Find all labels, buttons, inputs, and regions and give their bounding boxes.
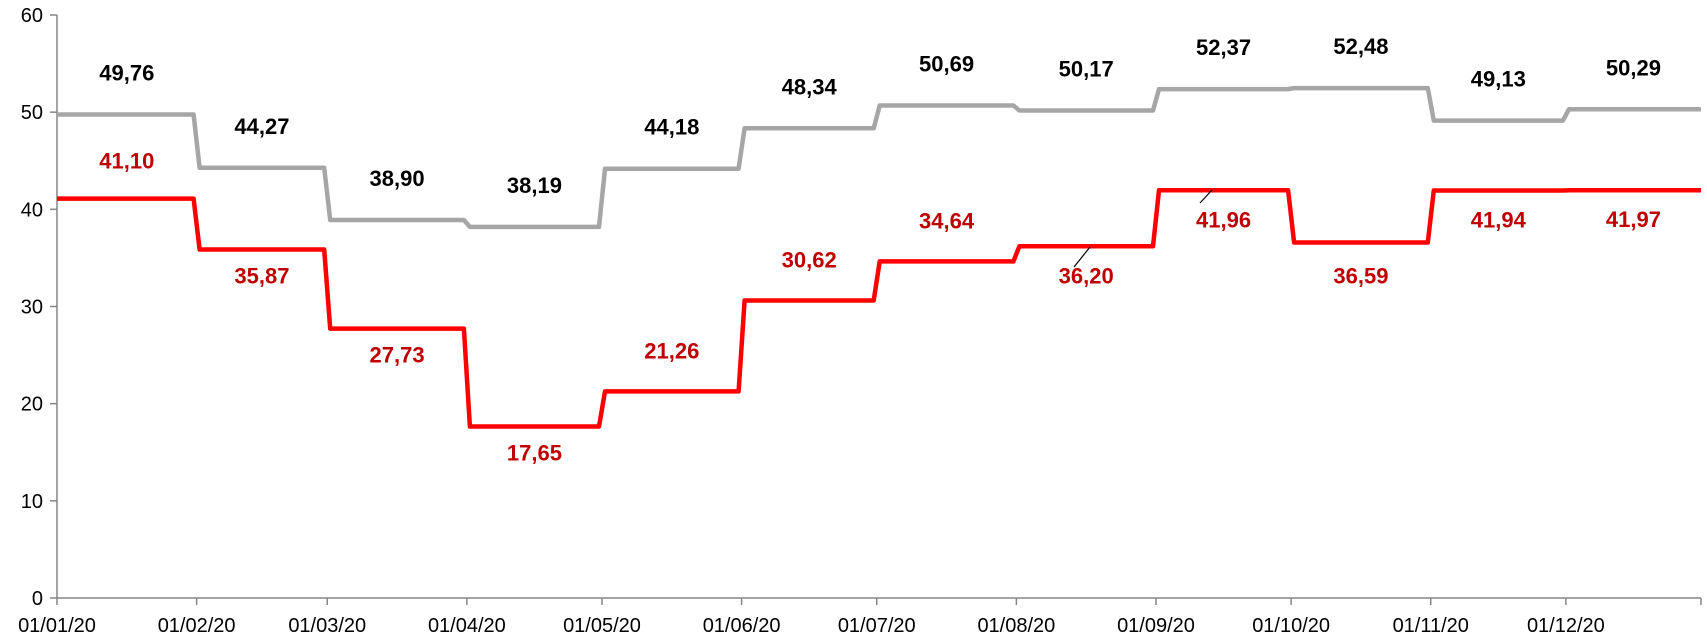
y-axis-ticks: 0 10 20 30 40 50 60 [21, 5, 57, 610]
x-tick-label: 01/07/20 [838, 615, 916, 637]
x-tick-label: 01/01/20 [18, 615, 96, 637]
data-label-series-1: 52,37 [1196, 35, 1251, 60]
x-tick-label: 01/08/20 [977, 615, 1055, 637]
data-label-series-1: 38,19 [507, 173, 562, 198]
series-line-2 [57, 187, 1701, 429]
data-label-series-2: 17,65 [507, 441, 562, 466]
series-lines [57, 85, 1701, 429]
y-tick-label: 0 [32, 588, 43, 610]
data-label-series-2: 35,87 [234, 263, 289, 288]
y-tick-label: 20 [21, 394, 43, 416]
data-label-series-2: 41,10 [99, 149, 154, 174]
x-axis-ticks: 01/01/20 01/02/20 01/03/20 01/04/20 01/05/20… [18, 598, 1702, 637]
data-label-series-1: 52,48 [1333, 34, 1388, 59]
y-tick-label: 50 [21, 102, 43, 124]
label-leader-line [1073, 246, 1091, 268]
x-tick-label: 01/02/20 [158, 615, 236, 637]
y-tick-label: 30 [21, 297, 43, 319]
data-label-series-2: 34,64 [919, 208, 975, 233]
data-label-series-2: 41,97 [1606, 207, 1661, 232]
data-label-series-1: 48,34 [782, 74, 838, 99]
data-label-series-1: 50,29 [1606, 55, 1661, 80]
label-leader-line [1199, 189, 1213, 204]
data-label-series-1: 38,90 [370, 166, 425, 191]
data-label-series-2: 21,26 [644, 338, 699, 363]
data-label-series-1: 49,76 [99, 60, 154, 85]
data-label-series-2: 36,20 [1059, 263, 1114, 288]
data-label-series-2: 36,59 [1333, 263, 1388, 288]
data-label-series-2: 41,96 [1196, 207, 1251, 232]
data-label-series-2: 41,94 [1471, 207, 1527, 232]
series-line-1 [57, 85, 1701, 230]
x-tick-label: 01/12/20 [1527, 615, 1605, 637]
x-tick-label: 01/04/20 [428, 615, 506, 637]
x-tick-label: 01/09/20 [1117, 615, 1195, 637]
data-label-series-2: 30,62 [782, 247, 837, 272]
data-label-series-1: 50,69 [919, 51, 974, 76]
y-tick-label: 60 [21, 5, 43, 27]
y-tick-label: 40 [21, 199, 43, 221]
data-label-series-1: 50,17 [1059, 57, 1114, 82]
data-label-series-1: 44,18 [644, 115, 699, 140]
data-labels: 49,76 44,27 38,90 38,19 44,18 48,34 50,69 50,17… [99, 34, 1661, 465]
x-tick-label: 01/11/20 [1393, 615, 1469, 637]
data-label-series-2: 27,73 [370, 343, 425, 368]
x-tick-label: 01/03/20 [288, 615, 366, 637]
x-tick-label: 01/06/20 [703, 615, 781, 637]
data-label-series-1: 44,27 [234, 114, 289, 139]
data-label-series-1: 49,13 [1471, 67, 1526, 92]
y-tick-label: 10 [21, 491, 43, 513]
x-tick-label: 01/10/20 [1252, 615, 1330, 637]
x-tick-label: 01/05/20 [563, 615, 641, 637]
